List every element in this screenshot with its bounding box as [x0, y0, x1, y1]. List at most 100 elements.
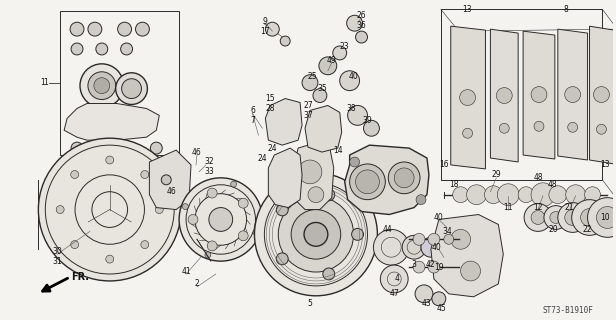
Circle shape: [207, 188, 217, 198]
Circle shape: [565, 87, 581, 102]
Text: 18: 18: [449, 180, 458, 189]
Text: 3: 3: [411, 260, 416, 268]
Circle shape: [280, 36, 290, 46]
Text: 40: 40: [432, 243, 442, 252]
Circle shape: [141, 171, 148, 179]
Circle shape: [94, 78, 110, 93]
Circle shape: [96, 142, 108, 154]
Text: 6: 6: [250, 106, 255, 115]
Polygon shape: [64, 103, 160, 140]
Text: 34: 34: [442, 227, 452, 236]
Text: 28: 28: [265, 104, 275, 113]
Polygon shape: [292, 142, 334, 210]
Text: 42: 42: [426, 260, 436, 268]
Polygon shape: [305, 106, 342, 152]
Text: 9: 9: [263, 17, 268, 26]
Text: 40: 40: [434, 213, 444, 222]
Circle shape: [88, 72, 116, 100]
Circle shape: [253, 229, 259, 235]
Text: 35: 35: [317, 84, 326, 93]
Polygon shape: [345, 145, 429, 214]
Text: 1: 1: [40, 78, 45, 87]
Text: FR.: FR.: [71, 272, 89, 282]
Text: 48: 48: [533, 173, 543, 182]
Circle shape: [179, 178, 262, 261]
Text: 10: 10: [601, 213, 610, 222]
Text: 11: 11: [503, 203, 513, 212]
Circle shape: [588, 198, 616, 237]
Circle shape: [339, 71, 360, 91]
Circle shape: [106, 156, 114, 164]
Circle shape: [205, 252, 211, 258]
Bar: [60, 11, 179, 155]
Circle shape: [388, 162, 420, 194]
Circle shape: [550, 212, 562, 223]
Circle shape: [70, 22, 84, 36]
Circle shape: [121, 43, 132, 55]
Circle shape: [118, 22, 132, 36]
Circle shape: [313, 89, 327, 102]
Circle shape: [415, 285, 433, 303]
Polygon shape: [558, 29, 588, 160]
Circle shape: [88, 22, 102, 36]
Polygon shape: [523, 31, 555, 159]
Polygon shape: [269, 148, 302, 208]
Circle shape: [565, 185, 586, 204]
Circle shape: [304, 222, 328, 246]
Circle shape: [323, 268, 334, 280]
Text: 46: 46: [166, 187, 176, 196]
Circle shape: [549, 186, 567, 204]
Circle shape: [56, 206, 64, 213]
Circle shape: [531, 183, 555, 207]
Text: 39: 39: [363, 116, 372, 125]
Circle shape: [355, 170, 379, 194]
Text: 24: 24: [267, 144, 277, 153]
Text: 30: 30: [52, 247, 62, 256]
Circle shape: [380, 265, 408, 293]
Circle shape: [596, 207, 616, 228]
Circle shape: [363, 120, 379, 136]
Text: 17: 17: [261, 27, 270, 36]
Text: 32: 32: [204, 157, 214, 166]
Circle shape: [421, 237, 441, 257]
Circle shape: [323, 189, 334, 201]
Text: 37: 37: [303, 111, 313, 120]
Circle shape: [484, 186, 502, 204]
Polygon shape: [265, 99, 302, 145]
Text: 12: 12: [533, 203, 543, 212]
Text: 49: 49: [327, 56, 337, 65]
Circle shape: [444, 234, 454, 244]
Circle shape: [453, 187, 469, 203]
Circle shape: [209, 208, 233, 231]
Text: 41: 41: [181, 267, 191, 276]
Text: 23: 23: [340, 43, 349, 52]
Circle shape: [230, 181, 237, 187]
Text: 33: 33: [204, 167, 214, 176]
Circle shape: [182, 204, 188, 210]
Circle shape: [238, 198, 248, 208]
Circle shape: [531, 87, 547, 102]
Circle shape: [432, 292, 446, 306]
Circle shape: [568, 122, 578, 132]
Circle shape: [155, 206, 163, 213]
Circle shape: [350, 157, 360, 167]
Circle shape: [460, 90, 476, 106]
Text: 7: 7: [250, 116, 255, 125]
Circle shape: [558, 203, 588, 232]
Circle shape: [38, 138, 181, 281]
Text: 5: 5: [307, 299, 312, 308]
Circle shape: [518, 187, 534, 203]
Circle shape: [116, 73, 147, 105]
Circle shape: [121, 79, 142, 99]
Circle shape: [413, 233, 425, 245]
Text: 38: 38: [347, 104, 357, 113]
Text: 8: 8: [564, 5, 568, 14]
Circle shape: [531, 211, 545, 224]
Circle shape: [534, 121, 544, 131]
Text: 13: 13: [462, 5, 471, 14]
Circle shape: [428, 233, 440, 245]
Circle shape: [333, 46, 347, 60]
Circle shape: [373, 229, 409, 265]
Circle shape: [71, 171, 79, 179]
Text: 24: 24: [257, 154, 267, 163]
